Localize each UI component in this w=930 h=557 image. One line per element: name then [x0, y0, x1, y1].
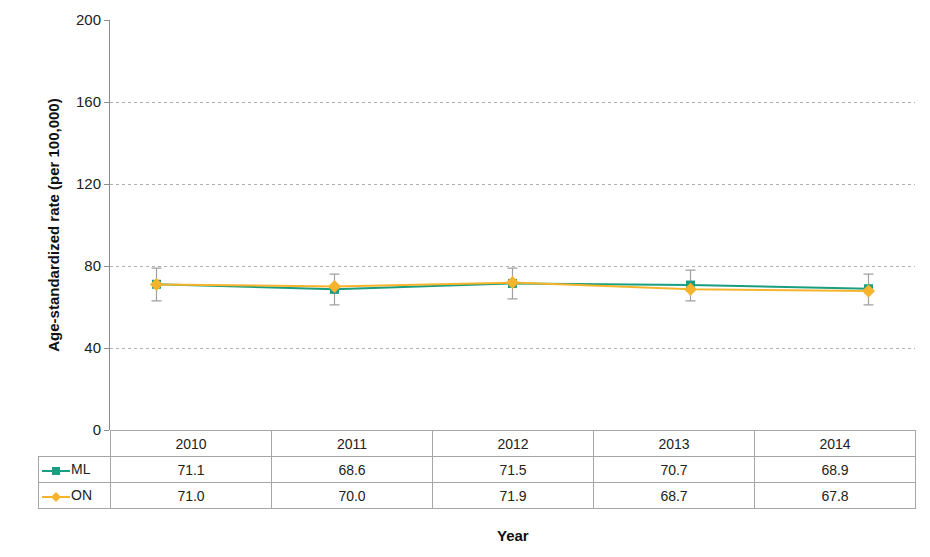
html-text:71.0: 71.0	[177, 487, 205, 504]
html-text:68.9: 68.9	[821, 461, 849, 478]
html-text:70.7: 70.7	[660, 461, 688, 478]
html-text:71.5: 71.5	[499, 461, 527, 478]
html-text:68.6: 68.6	[338, 461, 366, 478]
html-text:2013: 2013	[658, 435, 690, 452]
html-text:2014: 2014	[819, 435, 851, 452]
html-text:2011: 2011	[336, 435, 367, 452]
html-text:2012: 2012	[497, 435, 529, 452]
svg-text:Age-standardized rate (per 100: Age-standardized rate (per 100,000)	[45, 98, 62, 351]
svg-text:160: 160	[76, 93, 101, 110]
html-text:2010: 2010	[175, 435, 207, 452]
html-text:ON: ON	[71, 487, 92, 504]
html-text:71.9: 71.9	[499, 487, 527, 504]
html-text:67.8: 67.8	[821, 487, 849, 504]
svg-text:0: 0	[92, 421, 101, 439]
html-text:68.7: 68.7	[660, 487, 688, 504]
svg-text:200: 200	[76, 11, 101, 28]
svg-text:120: 120	[76, 175, 101, 192]
html-text:71.1: 71.1	[177, 461, 205, 478]
html-text:70.0: 70.0	[338, 487, 366, 504]
html-text:ML: ML	[71, 461, 91, 478]
svg-text:Year: Year	[497, 527, 529, 544]
svg-text:40: 40	[84, 339, 101, 356]
svg-text:80: 80	[84, 257, 101, 274]
